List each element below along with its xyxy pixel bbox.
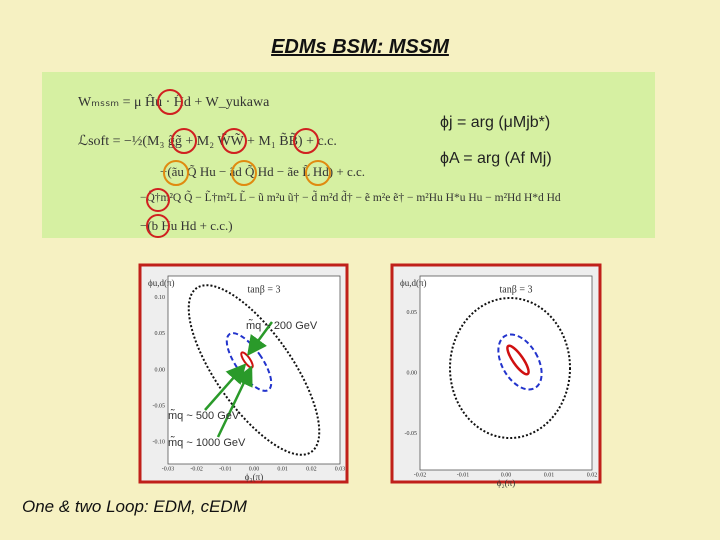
phase-definition: ϕj = arg (μMjb*) bbox=[440, 114, 551, 131]
x-tick-label: 0.01 bbox=[544, 472, 555, 478]
x-tick-label: 0.03 bbox=[335, 466, 346, 472]
x-tick-label: -0.02 bbox=[414, 472, 427, 478]
y-axis-label: ϕu,d(π) bbox=[400, 278, 427, 288]
y-tick-label: -0.05 bbox=[153, 404, 166, 410]
plot-label: tanβ = 3 bbox=[248, 284, 281, 295]
plot-label: tanβ = 3 bbox=[500, 284, 533, 295]
y-tick-label: -0.10 bbox=[153, 440, 166, 446]
formula: Wₘₛₛₘ = μ Ĥu · Ĥd + W_yukawa bbox=[78, 95, 270, 110]
circle bbox=[146, 214, 170, 238]
circle bbox=[163, 160, 189, 186]
y-tick-label: -0.05 bbox=[405, 431, 418, 437]
circle bbox=[221, 128, 247, 154]
x-tick-label: 0.01 bbox=[277, 466, 288, 472]
circle bbox=[146, 188, 170, 212]
y-axis-label: ϕu,d(π) bbox=[148, 278, 175, 288]
x-axis-label: ϕ₃(π) bbox=[245, 472, 263, 482]
arrows bbox=[204, 321, 274, 438]
circle bbox=[293, 128, 319, 154]
contour bbox=[506, 344, 530, 376]
formula-box bbox=[42, 72, 655, 238]
formula: −Q̃†m²Q Q̃ − L̃†m²L L̃ − ũ m²u ũ† − d̃ m… bbox=[140, 192, 561, 204]
contour bbox=[187, 284, 321, 456]
x-tick-label: -0.01 bbox=[219, 466, 232, 472]
arrow bbox=[216, 365, 253, 438]
contour bbox=[497, 333, 543, 391]
formula: −(ãu Q̃ Hu − ãd Q̃ Hd − ãe L̃ Hd) + c.c. bbox=[160, 164, 366, 179]
arrow bbox=[247, 321, 274, 357]
x-axis-label: ϕ₂(π) bbox=[497, 478, 515, 488]
contour bbox=[449, 297, 571, 439]
highlight-circles bbox=[146, 89, 331, 238]
x-tick-label: -0.01 bbox=[457, 472, 470, 478]
annotation: m̃q ~ 1000 GeV bbox=[168, 436, 246, 449]
formula: −(b Hu Hd + c.c.) bbox=[140, 218, 233, 233]
y-tick-label: 0.05 bbox=[407, 310, 418, 316]
x-tick-label: 0.02 bbox=[306, 466, 317, 472]
annotation: m̃q ~ 200 GeV bbox=[246, 319, 318, 332]
circle bbox=[171, 128, 197, 154]
x-tick-label: -0.03 bbox=[162, 466, 175, 472]
formula: ℒsoft = −½(M₃ g̃g̃ + M₂ W̃W̃ + M₁ B̃B̃) … bbox=[78, 134, 337, 149]
circle bbox=[231, 160, 257, 186]
phase-definition: ϕA = arg (Af Mj) bbox=[440, 150, 552, 167]
x-tick-label: 0.00 bbox=[249, 466, 260, 472]
y-tick-label: 0.00 bbox=[407, 370, 418, 376]
y-tick-label: 0.10 bbox=[155, 295, 166, 301]
x-tick-label: 0.00 bbox=[501, 472, 512, 478]
circle bbox=[305, 160, 331, 186]
slide-title: EDMs BSM: MSSM bbox=[271, 36, 449, 58]
x-tick-label: 0.02 bbox=[587, 472, 598, 478]
annotation: m̃q ~ 500 GeV bbox=[168, 409, 240, 422]
y-tick-label: 0.00 bbox=[155, 367, 166, 373]
x-tick-label: -0.02 bbox=[190, 466, 203, 472]
footer: One & two Loop: EDM, cEDM bbox=[22, 497, 247, 516]
y-tick-label: 0.05 bbox=[155, 331, 166, 337]
circle bbox=[157, 89, 183, 115]
plot-area bbox=[167, 275, 341, 465]
